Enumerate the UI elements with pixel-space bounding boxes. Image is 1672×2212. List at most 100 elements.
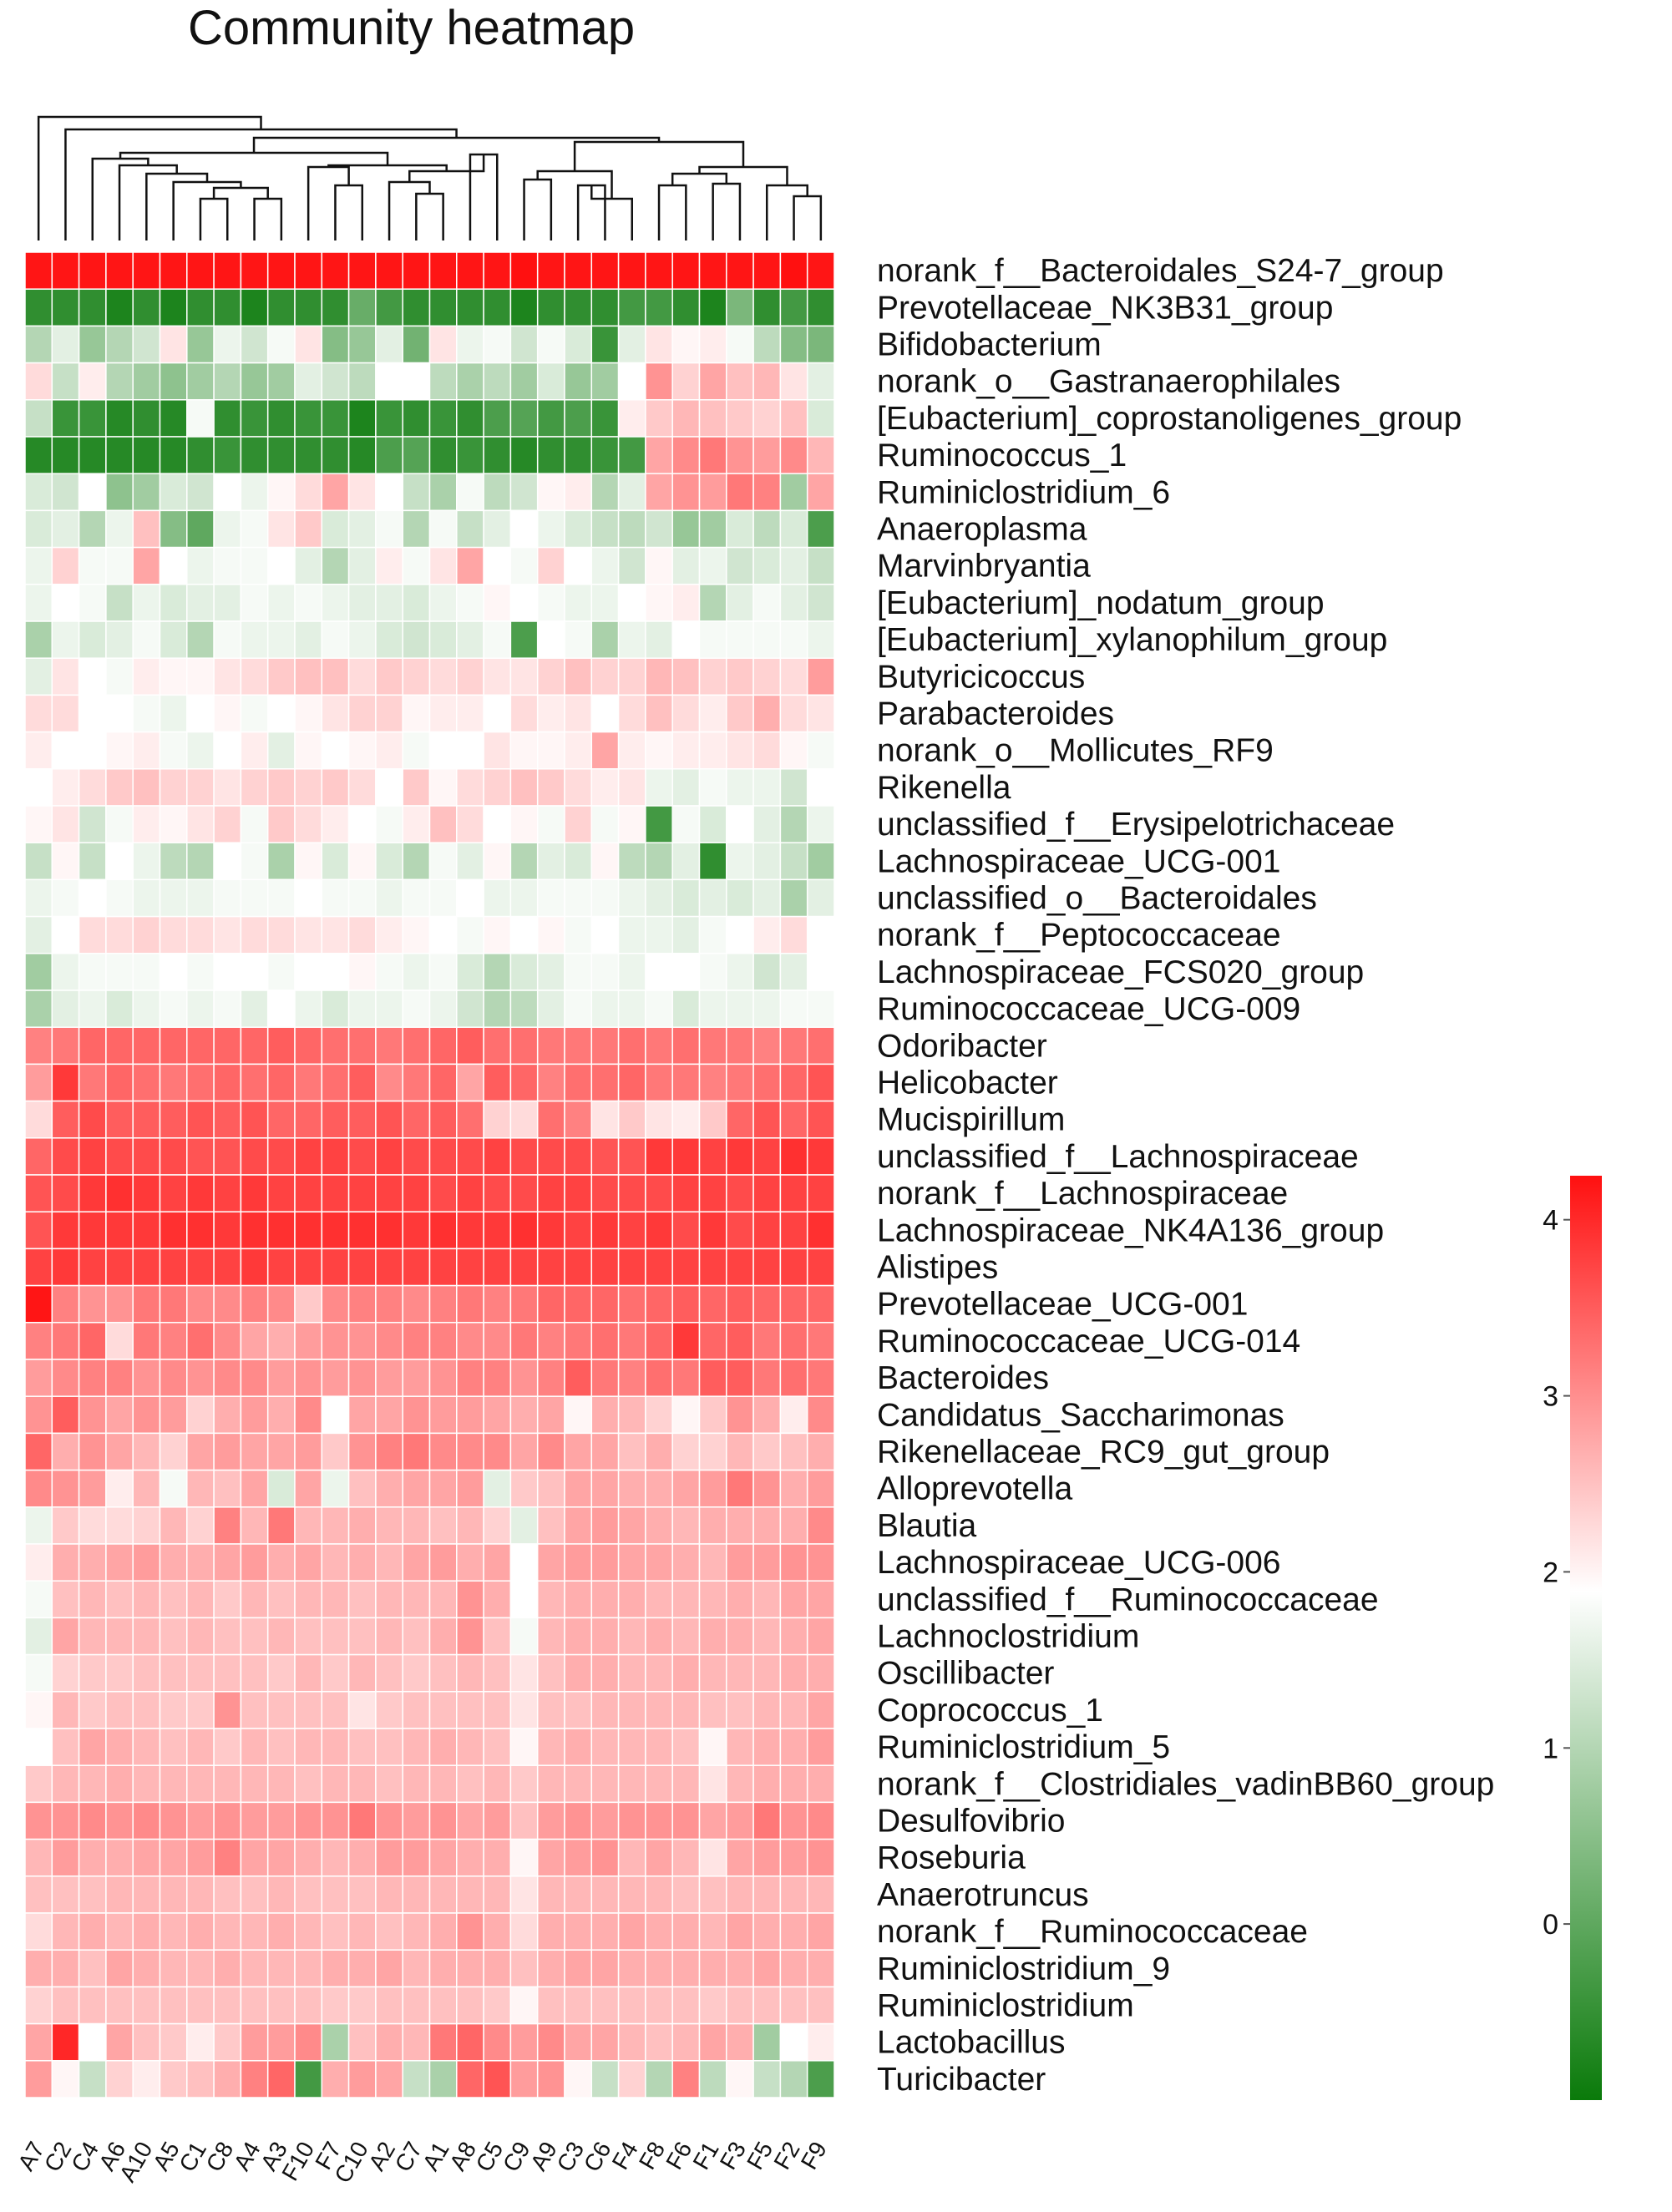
heatmap-cell: [806, 1248, 835, 1287]
heatmap-cell: [752, 1026, 782, 1066]
heatmap-cell: [456, 1174, 484, 1212]
heatmap-cell: [375, 1838, 403, 1877]
heatmap-cell: [590, 1137, 620, 1176]
heatmap-cell: [294, 1063, 323, 1102]
heatmap-cell: [564, 915, 593, 954]
heatmap-cell: [428, 2022, 458, 2062]
heatmap-cell: [213, 1026, 242, 1066]
heatmap-cell: [321, 1322, 350, 1360]
heatmap-cell: [240, 694, 269, 733]
heatmap-cell: [294, 1137, 323, 1176]
heatmap-cell: [240, 1543, 269, 1582]
heatmap-cell: [375, 473, 403, 512]
heatmap-cell: [752, 1617, 782, 1656]
heatmap-cell: [806, 1284, 835, 1324]
heatmap-cell: [159, 2022, 188, 2062]
heatmap-cell: [321, 2060, 350, 2098]
heatmap-cell: [645, 620, 673, 659]
heatmap-cell: [645, 1580, 673, 1619]
heatmap-cell: [375, 878, 403, 918]
heatmap-cell: [671, 584, 701, 622]
heatmap-cell: [671, 251, 701, 290]
heatmap-cell: [240, 1395, 269, 1435]
heatmap-cell: [590, 805, 620, 843]
heatmap-cell: [321, 1580, 350, 1619]
heatmap-cell: [266, 878, 296, 918]
heatmap-cell: [105, 805, 134, 843]
heatmap-cell: [617, 546, 646, 585]
heatmap-cell: [347, 731, 377, 770]
heatmap-cell: [726, 1764, 754, 1804]
row-label: Anaeroplasma: [877, 512, 1087, 548]
heatmap-cell: [726, 251, 754, 290]
heatmap-cell: [779, 1100, 808, 1139]
heatmap-cell: [645, 1875, 673, 1914]
heatmap-cell: [294, 325, 323, 364]
heatmap-cell: [105, 1469, 134, 1508]
heatmap-cell: [590, 1211, 620, 1250]
heatmap-cell: [509, 915, 539, 954]
color-scale-tick-label: 2: [1543, 1556, 1558, 1588]
row-label: Marvinbryantia: [877, 549, 1091, 585]
heatmap-cell: [402, 1469, 431, 1508]
heatmap-cell: [24, 1137, 53, 1176]
heatmap-cell: [483, 1728, 512, 1766]
heatmap-cell: [428, 1469, 458, 1508]
heatmap-cell: [402, 1506, 431, 1545]
heatmap-cell: [617, 325, 646, 364]
heatmap-cell: [266, 509, 296, 549]
heatmap-cell: [78, 1801, 107, 1840]
row-label: Turicibacter: [877, 2062, 1046, 2098]
heatmap-cell: [671, 878, 701, 918]
heatmap-cell: [78, 1469, 107, 1508]
heatmap-cell: [536, 1026, 565, 1066]
heatmap-cell: [509, 1986, 539, 2025]
heatmap-cell: [105, 1026, 134, 1066]
heatmap-cell: [266, 1322, 296, 1360]
heatmap-cell: [726, 731, 754, 770]
heatmap-cell: [51, 1543, 80, 1582]
heatmap-cell: [159, 1691, 188, 1729]
heatmap-cell: [806, 768, 835, 807]
heatmap-cell: [456, 436, 484, 474]
heatmap-cell: [509, 251, 539, 290]
heatmap-cell: [159, 915, 188, 954]
heatmap-cell: [105, 399, 134, 438]
heatmap-cell: [159, 1875, 188, 1914]
heatmap-cell: [294, 1691, 323, 1729]
heatmap-cell: [105, 1617, 134, 1656]
heatmap-cell: [590, 620, 620, 659]
heatmap-cell: [186, 1838, 215, 1877]
heatmap-cell: [105, 473, 134, 512]
heatmap-cell: [51, 878, 80, 918]
heatmap-cell: [671, 1543, 701, 1582]
heatmap-cell: [213, 1284, 242, 1324]
heatmap-cell: [671, 325, 701, 364]
heatmap-cell: [186, 1506, 215, 1545]
heatmap-cell: [456, 288, 484, 327]
heatmap-cell: [509, 768, 539, 807]
heatmap-cell: [159, 1617, 188, 1656]
heatmap-cell: [347, 546, 377, 585]
heatmap-cell: [617, 1395, 646, 1435]
heatmap-cell: [671, 1248, 701, 1287]
heatmap-cell: [590, 1875, 620, 1914]
heatmap-cell: [428, 1801, 458, 1840]
heatmap-cell: [752, 509, 782, 549]
heatmap-cell: [132, 1026, 161, 1066]
heatmap-cell: [671, 1580, 701, 1619]
heatmap-cell: [266, 694, 296, 733]
heatmap-cell: [132, 1211, 161, 1250]
heatmap-cell: [105, 1359, 134, 1397]
heatmap-cell: [266, 915, 296, 954]
heatmap-cell: [806, 1395, 835, 1435]
heatmap-cell: [645, 1728, 673, 1766]
heatmap-cell: [698, 1395, 727, 1435]
heatmap-cell: [51, 1174, 80, 1212]
heatmap-cell: [536, 1395, 565, 1435]
heatmap-cell: [456, 1432, 484, 1471]
heatmap-cell: [726, 1838, 754, 1877]
heatmap-cell: [564, 842, 593, 881]
heatmap-cell: [213, 1580, 242, 1619]
dendrogram-branch: [145, 172, 209, 240]
